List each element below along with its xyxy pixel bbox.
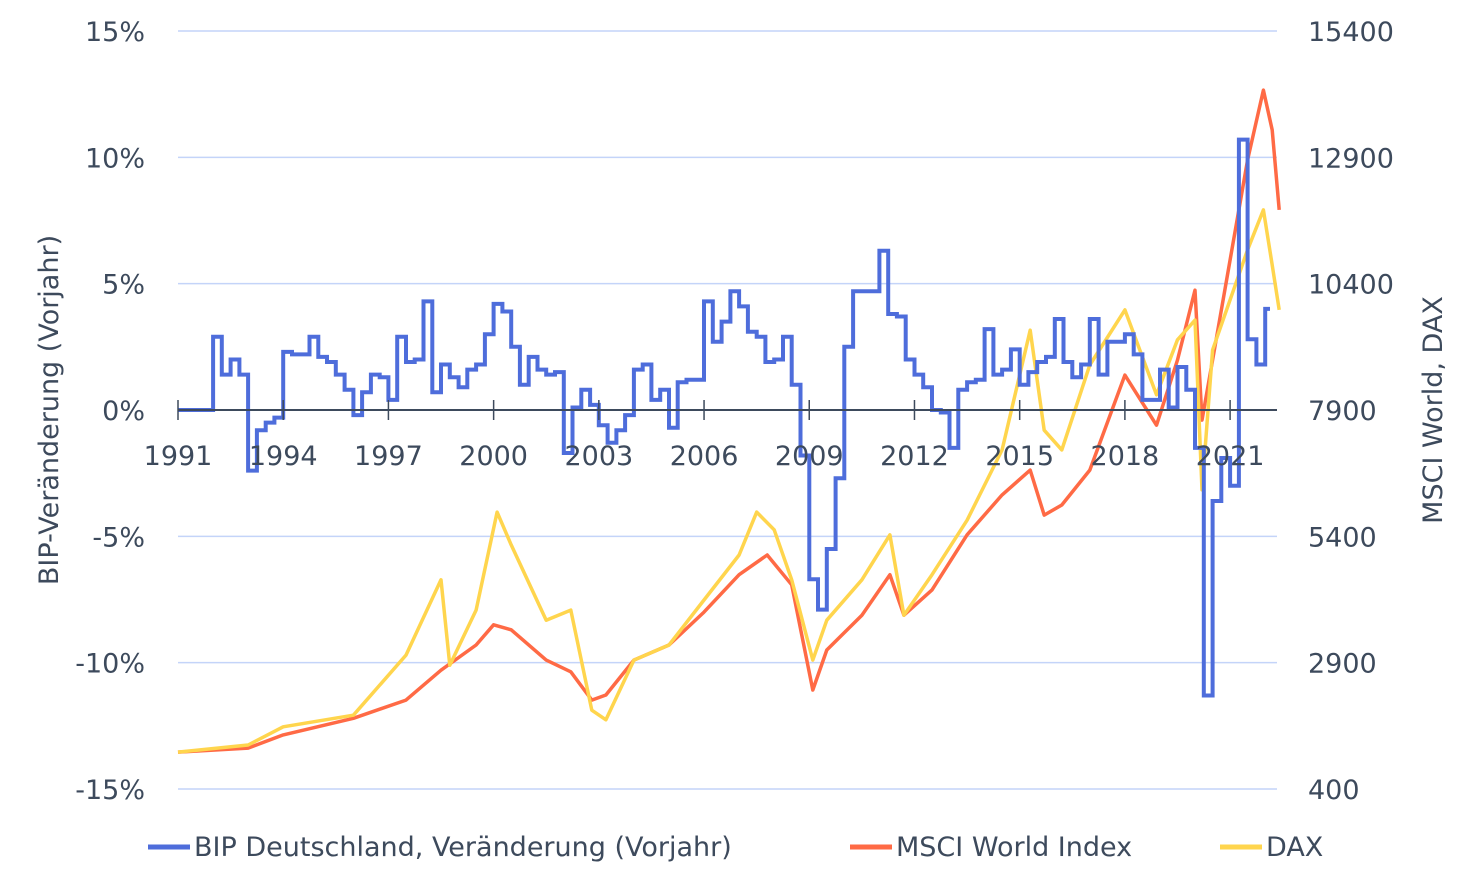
left-tick-label: -15% [75, 775, 145, 806]
right-tick-label: 10400 [1308, 270, 1394, 301]
left-tick-label: -5% [92, 522, 145, 553]
legend-label-gdp: BIP Deutschland, Veränderung (Vorjahr) [194, 832, 732, 863]
legend-item-msci[interactable]: MSCI World Index [850, 832, 1132, 863]
series-line-dax [177, 208, 1281, 754]
series-line-gdp [178, 137, 1270, 698]
series-layer [177, 88, 1281, 754]
left-tick-label: 10% [85, 143, 145, 174]
x-axis: 1991 1994 1997 2000 2003 2006 2009 2012 2015 2018… [144, 400, 1277, 472]
legend: BIP Deutschland, Veränderung (Vorjahr) M… [148, 832, 1323, 863]
left-tick-label: 0% [102, 396, 145, 427]
right-tick-label: 2900 [1308, 649, 1377, 680]
x-tick-label: 2003 [564, 441, 633, 472]
left-tick-label: -10% [75, 649, 145, 680]
x-tick-label: 1994 [249, 441, 318, 472]
legend-item-gdp[interactable]: BIP Deutschland, Veränderung (Vorjahr) [148, 832, 732, 863]
x-tick-label: 2006 [670, 441, 739, 472]
gridlines [178, 30, 1277, 790]
left-axis-title: BIP-Veränderung (Vorjahr) [34, 235, 65, 585]
series-line-msci [177, 88, 1281, 754]
right-tick-label: 400 [1308, 775, 1360, 806]
x-tick-label: 2015 [985, 441, 1054, 472]
x-tick-label: 2012 [880, 441, 949, 472]
right-axis-title: MSCI World, DAX [1418, 296, 1449, 524]
x-tick-label: 2018 [1091, 441, 1160, 472]
right-tick-label: 12900 [1308, 143, 1394, 174]
right-axis-ticks: 15400 12900 10400 7900 5400 2900 400 [1308, 17, 1394, 806]
left-tick-label: 15% [85, 17, 145, 48]
x-tick-label: 1991 [144, 441, 213, 472]
x-tick-label: 2000 [459, 441, 528, 472]
right-tick-label: 5400 [1308, 522, 1377, 553]
x-tick-label: 1997 [354, 441, 423, 472]
left-axis-ticks: 15% 10% 5% 0% -5% -10% -15% [75, 17, 145, 806]
left-tick-label: 5% [102, 270, 145, 301]
legend-label-msci: MSCI World Index [896, 832, 1132, 863]
x-tick-label: 2009 [775, 441, 844, 472]
right-tick-label: 7900 [1308, 396, 1377, 427]
right-tick-label: 15400 [1308, 17, 1394, 48]
legend-item-dax[interactable]: DAX [1220, 832, 1323, 863]
x-tick-label: 2021 [1196, 441, 1265, 472]
legend-label-dax: DAX [1266, 832, 1323, 863]
